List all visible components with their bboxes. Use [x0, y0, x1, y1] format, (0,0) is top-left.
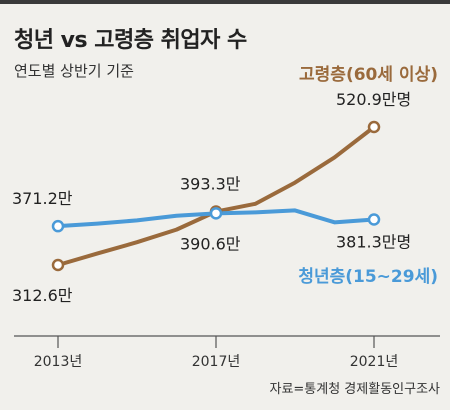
x-tick-label: 2013년	[34, 354, 83, 370]
legend-youth: 청년층(15~29세)	[298, 266, 438, 287]
data-point-elderly	[367, 120, 381, 134]
chart-title: 청년 vs 고령층 취업자 수	[14, 28, 247, 53]
data-point-youth	[209, 207, 223, 220]
data-label-elderly: 393.3만	[180, 175, 241, 194]
data-label-youth: 371.2만	[12, 189, 73, 208]
data-point-youth	[51, 219, 65, 233]
data-label-youth: 381.3만명	[336, 232, 411, 251]
x-tick-label: 2017년	[192, 354, 241, 370]
x-tick-label: 2021년	[350, 354, 399, 370]
point-labels: 312.6만 393.3만 520.9만명 371.2만 390.6만 381.3만명	[12, 90, 411, 305]
data-label-youth: 390.6만	[180, 234, 241, 253]
chart-subtitle: 연도별 상반기 기준	[14, 62, 134, 80]
legend-elderly: 고령층(60세 이상)	[299, 64, 438, 85]
source-note: 자료=통계청 경제활동인구조사	[269, 382, 440, 397]
data-label-elderly: 520.9만명	[336, 90, 411, 109]
data-point-youth	[367, 213, 381, 226]
data-label-elderly: 312.6만	[12, 286, 73, 305]
top-rule	[0, 0, 450, 4]
x-axis-ticks: 2013년 2017년 2021년	[34, 336, 399, 370]
data-point-elderly	[51, 258, 65, 272]
series-points	[51, 120, 381, 272]
